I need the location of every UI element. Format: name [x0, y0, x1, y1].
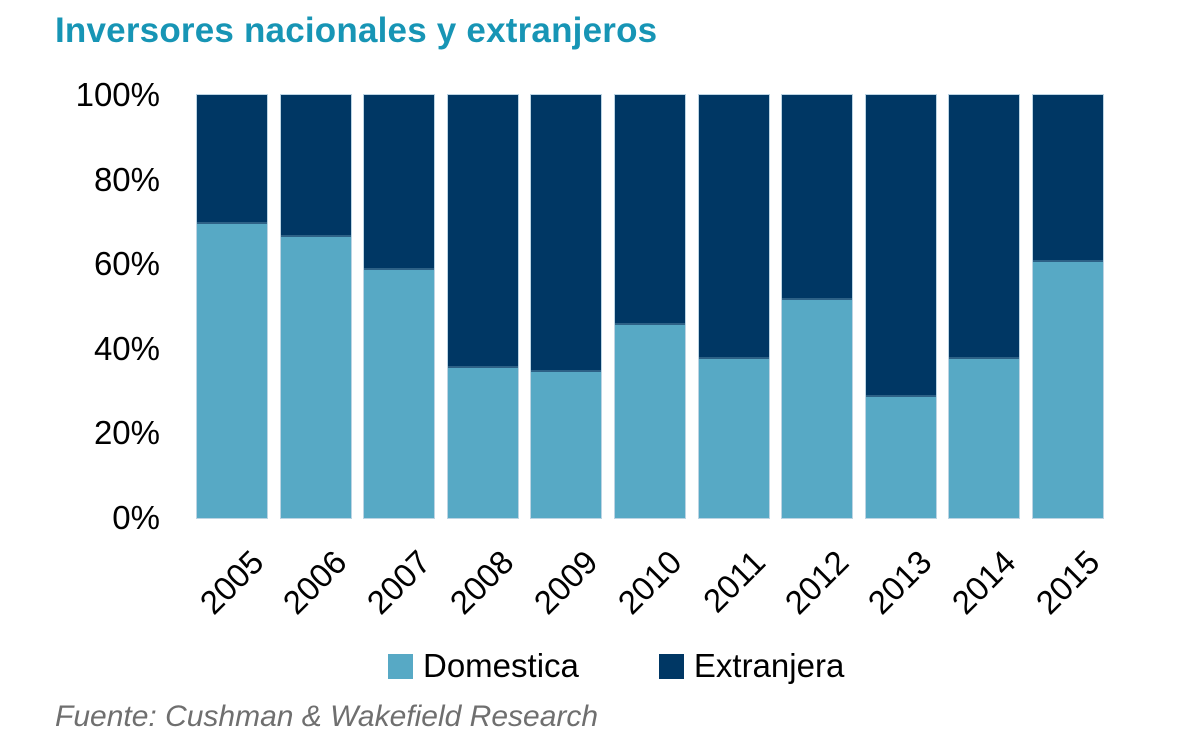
bar-2011: [697, 94, 770, 519]
x-tick-label-2010: 2010: [610, 543, 689, 622]
x-tick-label-2014: 2014: [944, 543, 1023, 622]
bar-segment-extranjera-2014: [949, 95, 1020, 358]
source-note: Fuente: Cushman & Wakefield Research: [55, 700, 599, 733]
legend-label-domestica: Domestica: [423, 647, 579, 684]
legend-swatch-domestica: [388, 653, 413, 679]
bar-segment-extranjera-2011: [698, 95, 769, 358]
bar-segment-domestica-2014: [949, 357, 1020, 518]
bar-2013: [864, 94, 937, 519]
x-tick-label-2009: 2009: [526, 543, 605, 622]
bar-segment-domestica-2010: [615, 323, 685, 518]
bar-segment-domestica-2013: [865, 395, 936, 518]
x-tick-label-2011: 2011: [695, 543, 772, 620]
bar-segment-domestica-2008: [447, 365, 518, 518]
legend-label-extranjera: Extranjera: [693, 647, 845, 684]
x-tick-label-2013: 2013: [860, 543, 939, 622]
x-tick-label-2015: 2015: [1028, 543, 1107, 622]
bar-segment-domestica-2009: [531, 369, 602, 518]
y-tick-label-3: 40%: [93, 329, 160, 367]
bar-segment-extranjera-2008: [447, 95, 518, 366]
bar-2008: [446, 94, 519, 519]
bar-segment-extranjera-2009: [531, 95, 602, 370]
bar-segment-domestica-2006: [280, 234, 351, 518]
x-tick-label-2008: 2008: [442, 543, 521, 622]
bar-segment-extranjera-2015: [1033, 95, 1103, 260]
bar-2009: [530, 94, 603, 519]
bar-segment-domestica-2012: [782, 298, 853, 518]
bar-segment-extranjera-2012: [782, 95, 853, 299]
bar-2014: [948, 94, 1021, 519]
bar-segment-extranjera-2007: [364, 95, 435, 269]
x-tick-label-2007: 2007: [359, 543, 438, 622]
legend-item-domestica: Domestica: [388, 647, 579, 685]
y-tick-label-1: 80%: [93, 160, 160, 198]
bar-2006: [279, 94, 352, 519]
y-tick-label-0: 100%: [75, 76, 160, 113]
plot-area: [196, 94, 1104, 519]
bar-2012: [781, 94, 854, 519]
bar-2007: [363, 94, 436, 519]
bar-segment-extranjera-2010: [615, 95, 685, 324]
y-tick-label-4: 20%: [93, 414, 160, 452]
legend: Domestica Extranjera: [388, 647, 844, 685]
bar-segment-domestica-2011: [698, 357, 769, 518]
legend-swatch-extranjera: [658, 653, 684, 679]
x-tick-label-2012: 2012: [777, 543, 856, 622]
bar-2015: [1032, 94, 1104, 519]
legend-item-extranjera: Extranjera: [658, 647, 845, 685]
x-tick-label-2005: 2005: [192, 543, 271, 622]
bar-2005: [196, 94, 268, 519]
bar-segment-extranjera-2013: [865, 95, 936, 396]
chart-title: Inversores nacionales y extranjeros: [55, 11, 658, 50]
y-tick-label-2: 60%: [93, 245, 160, 283]
x-tick-label-2006: 2006: [275, 543, 354, 622]
bar-2010: [614, 94, 686, 519]
bar-segment-extranjera-2006: [280, 95, 351, 235]
bar-segment-domestica-2005: [197, 221, 267, 518]
bar-segment-domestica-2015: [1033, 259, 1103, 518]
bar-segment-domestica-2007: [364, 268, 435, 518]
y-tick-label-5: 0%: [112, 499, 160, 536]
bar-segment-extranjera-2005: [197, 95, 267, 222]
